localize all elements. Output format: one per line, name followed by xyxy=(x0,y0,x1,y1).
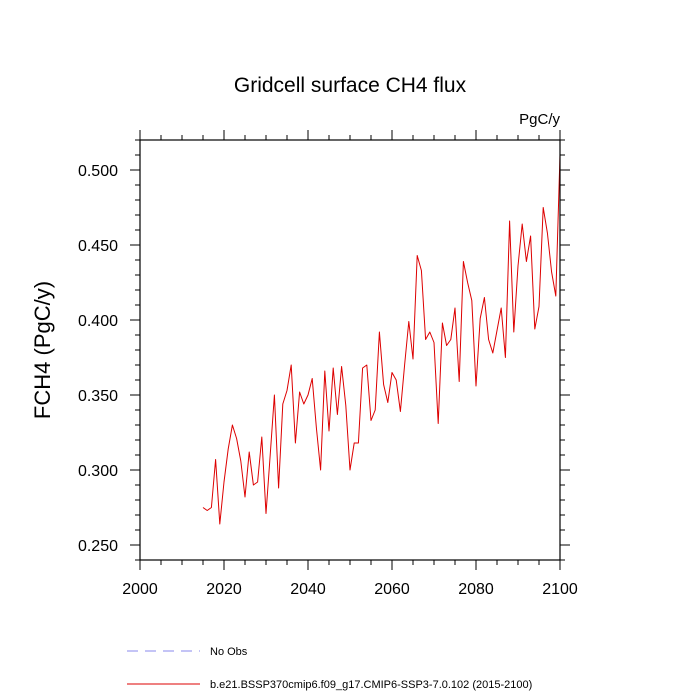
x-tick-label: 2000 xyxy=(122,581,158,598)
y-axis-label: FCH4 (PgC/y) xyxy=(30,281,55,419)
x-tick-label: 2100 xyxy=(542,581,578,598)
legend-label-model-run: b.e21.BSSP370cmip6.f09_g17.CMIP6-SSP3-7.… xyxy=(210,679,532,691)
legend: No Obs b.e21.BSSP370cmip6.f09_g17.CMIP6-… xyxy=(127,646,532,691)
series-group xyxy=(202,154,561,525)
chart-title: Gridcell surface CH4 flux xyxy=(234,74,467,97)
y-tick-label: 0.500 xyxy=(78,163,118,180)
series-line-0 xyxy=(202,154,561,525)
y-tick-label: 0.400 xyxy=(78,313,118,330)
y-axis: 0.250 0.300 0.350 0.400 0.450 0.500 xyxy=(78,139,570,561)
x-tick-label: 2060 xyxy=(374,581,410,598)
x-tick-label: 2020 xyxy=(206,581,242,598)
plot-frame xyxy=(139,139,561,561)
x-tick-label: 2080 xyxy=(458,581,494,598)
x-axis: 2000 2020 2040 2060 2080 2100 xyxy=(122,130,578,598)
y-tick-label: 0.300 xyxy=(78,463,118,480)
units-label: PgC/y xyxy=(519,111,560,128)
y-tick-label: 0.450 xyxy=(78,238,118,255)
x-tick-label: 2040 xyxy=(290,581,326,598)
legend-label-no-obs: No Obs xyxy=(210,646,248,658)
y-tick-label: 0.250 xyxy=(78,538,118,555)
y-tick-label: 0.350 xyxy=(78,388,118,405)
